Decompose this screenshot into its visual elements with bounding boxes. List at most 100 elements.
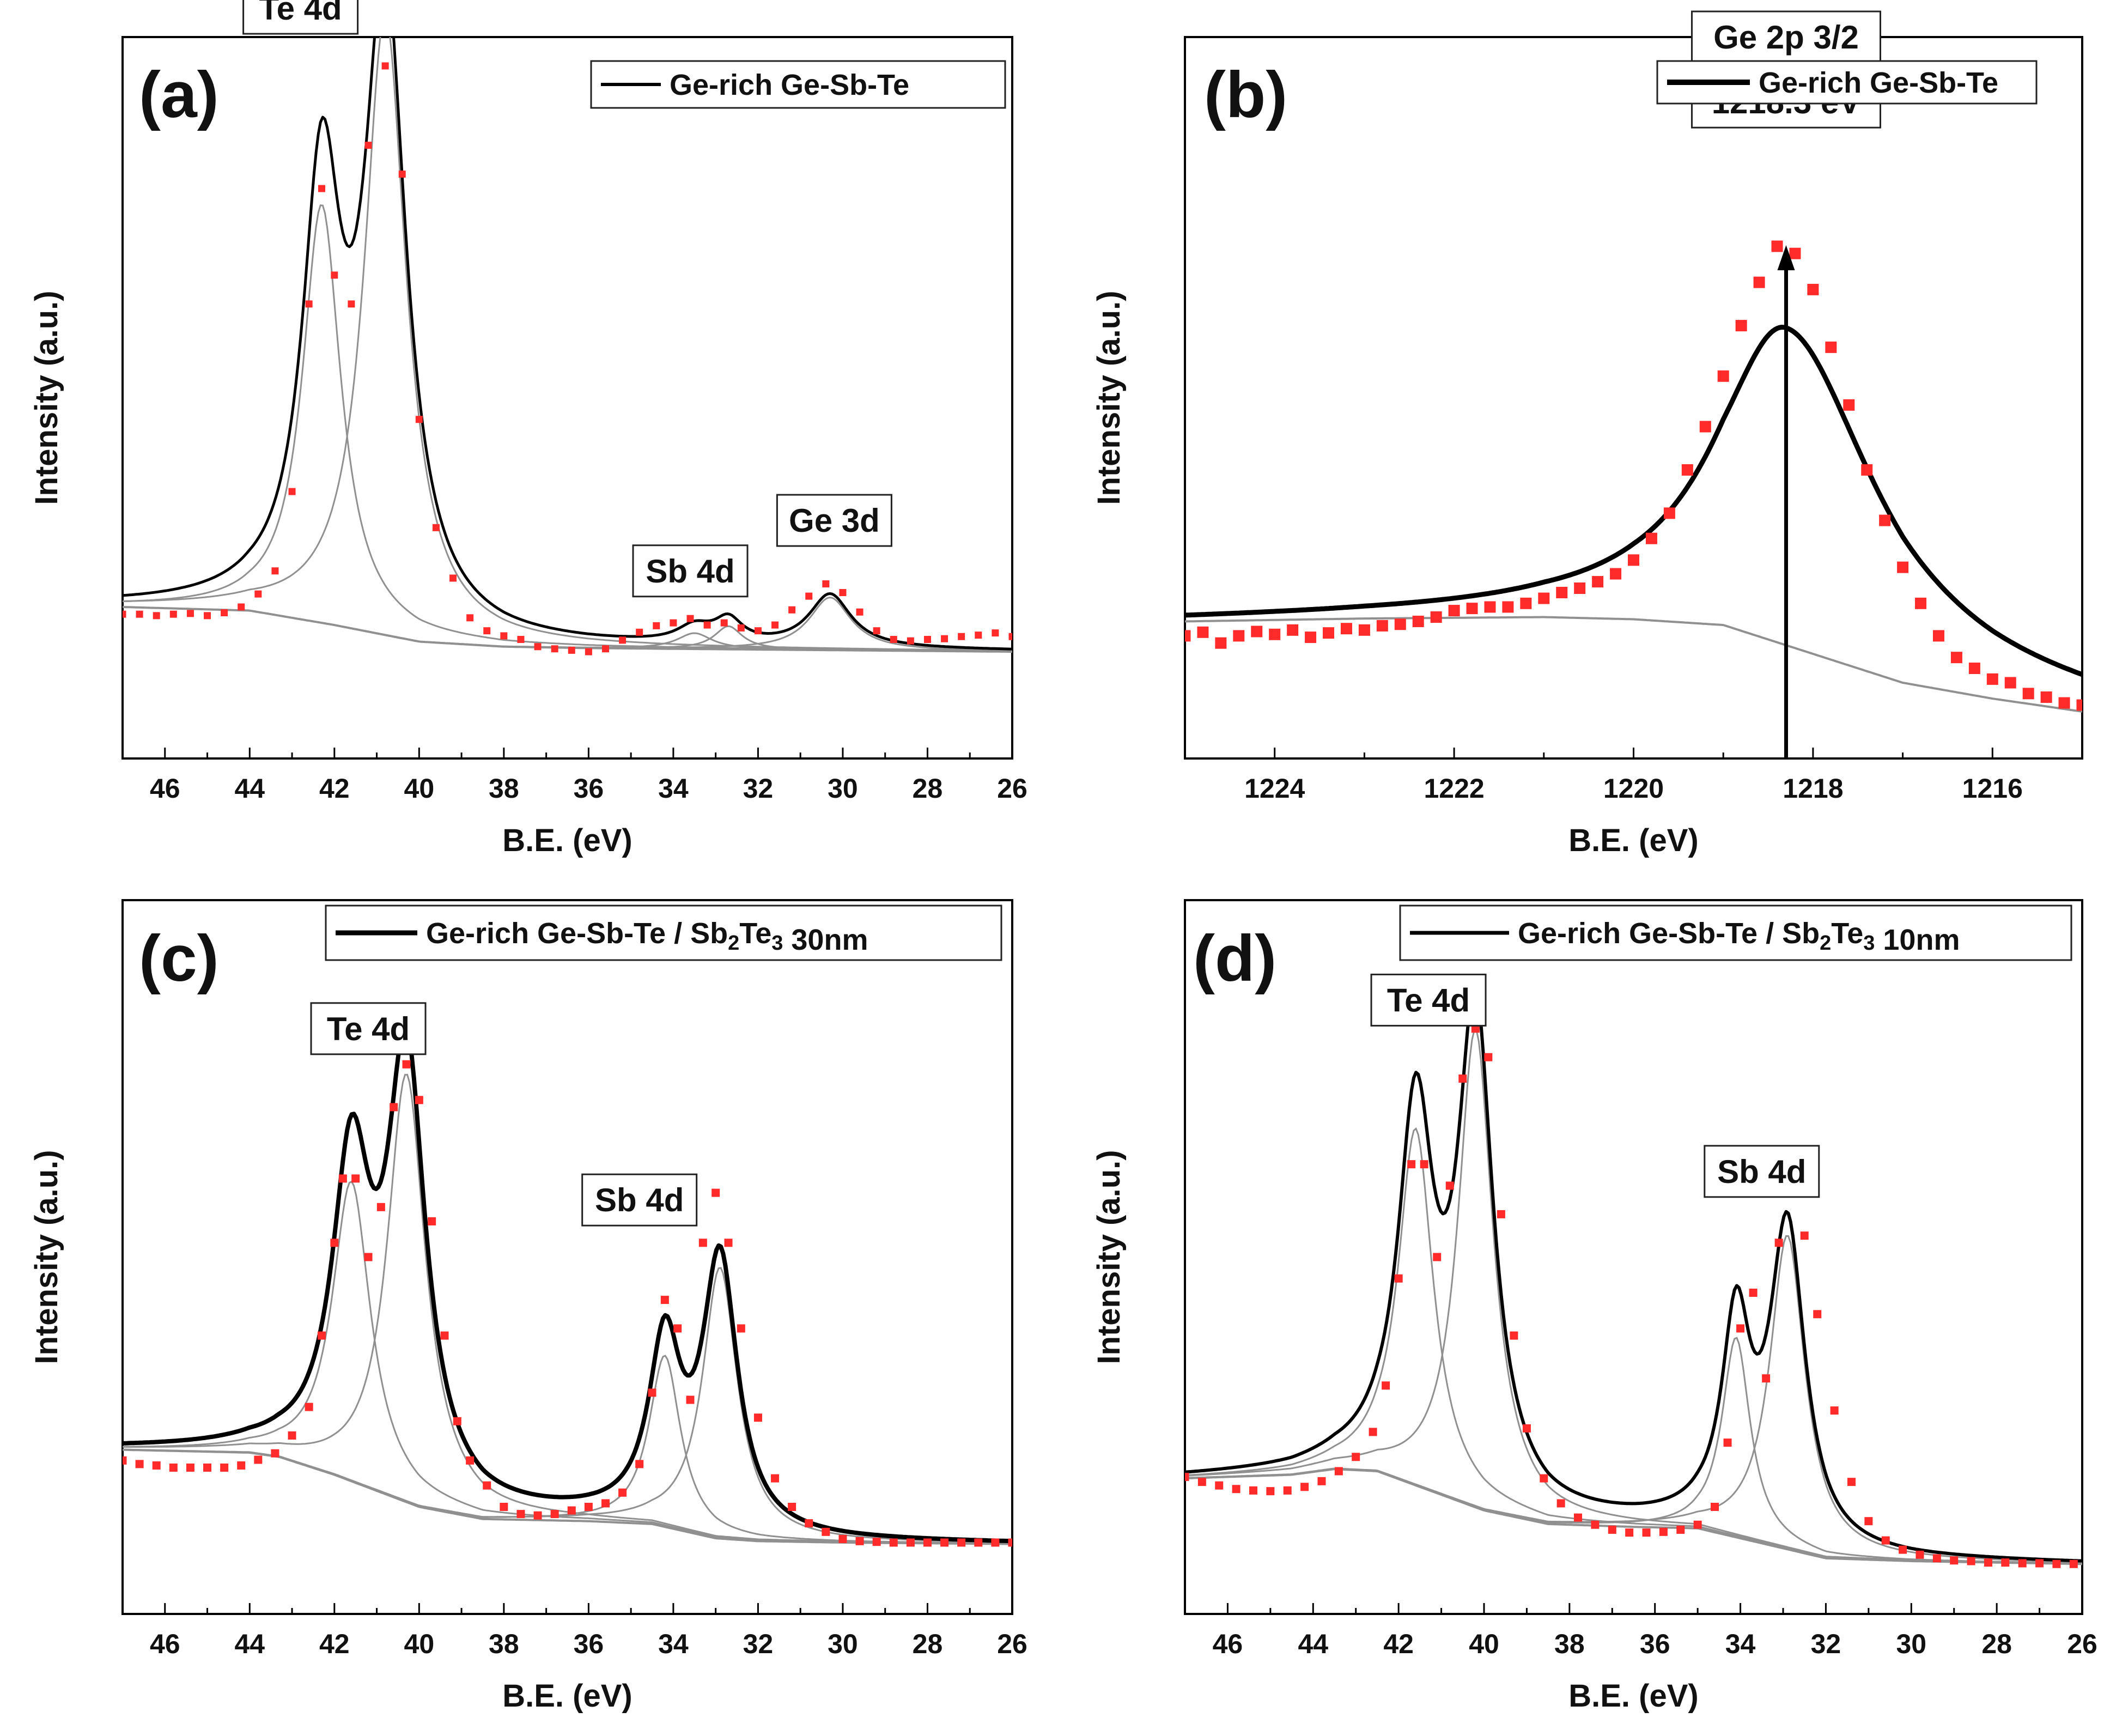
data-point bbox=[619, 636, 627, 644]
data-point bbox=[381, 62, 389, 70]
data-point bbox=[1749, 1289, 1758, 1297]
data-point bbox=[483, 1481, 491, 1490]
data-point bbox=[1458, 1075, 1467, 1083]
x-axis-title: B.E. (eV) bbox=[1568, 1678, 1699, 1714]
annotation-box bbox=[1704, 1145, 1820, 1198]
y-axis-title: Intensity (a.u.) bbox=[29, 1150, 64, 1364]
x-tick-label: 40 bbox=[1469, 1629, 1499, 1659]
data-point bbox=[889, 1538, 898, 1547]
annotation-label: Ge 3d bbox=[789, 502, 880, 539]
data-point bbox=[432, 524, 440, 531]
x-tick-label: 38 bbox=[489, 1629, 519, 1659]
data-point bbox=[2001, 1558, 2010, 1567]
data-point bbox=[1484, 601, 1496, 613]
x-tick-label: 38 bbox=[489, 773, 519, 804]
data-point bbox=[872, 1538, 881, 1546]
data-point bbox=[2040, 691, 2052, 703]
panel-d: 46 44 42 40 38 36 34 32 30 28 26 B.E. (eV) Intensity… bbox=[1091, 899, 2097, 1714]
data-point bbox=[169, 610, 177, 618]
data-point bbox=[338, 1174, 347, 1183]
plot-area bbox=[1185, 984, 2082, 1568]
data-point bbox=[550, 1510, 559, 1519]
x-tick-label: 26 bbox=[2067, 1629, 2097, 1659]
data-point bbox=[551, 645, 558, 653]
x-tick-label: 30 bbox=[828, 1629, 858, 1659]
component-peak-1 bbox=[123, 204, 1012, 652]
data-point bbox=[1394, 1274, 1403, 1283]
legend-label: Ge-rich Ge-Sb-Te bbox=[1759, 66, 1998, 99]
data-point bbox=[318, 185, 325, 192]
data-point bbox=[1412, 615, 1424, 627]
data-point bbox=[636, 628, 643, 636]
x-tick-label: 1224 bbox=[1244, 773, 1305, 804]
x-axis-title: B.E. (eV) bbox=[502, 1678, 633, 1714]
data-point bbox=[670, 619, 677, 627]
component-peak-1 bbox=[123, 1180, 1012, 1545]
data-point bbox=[856, 608, 864, 616]
x-tick-label: 32 bbox=[1811, 1629, 1841, 1659]
x-tick-label: 28 bbox=[1981, 1629, 2012, 1659]
data-point bbox=[1197, 1478, 1206, 1486]
annotation-label: Sb 4d bbox=[646, 553, 734, 590]
data-point bbox=[1538, 592, 1550, 604]
data-point bbox=[686, 615, 694, 622]
fit-envelope bbox=[1185, 984, 2082, 1563]
y-axis-title: Intensity (a.u.) bbox=[1091, 1150, 1127, 1364]
data-point bbox=[533, 1511, 542, 1520]
data-point bbox=[221, 609, 228, 617]
x-tick-label: 34 bbox=[1725, 1629, 1756, 1659]
data-point bbox=[923, 1538, 932, 1547]
data-point bbox=[1771, 240, 1783, 252]
annotation-label: Te 4d bbox=[1387, 982, 1470, 1018]
data-point bbox=[958, 633, 965, 640]
data-point bbox=[500, 632, 508, 640]
data-point bbox=[660, 1296, 669, 1304]
data-point bbox=[957, 1538, 966, 1547]
data-point bbox=[415, 416, 423, 423]
fit-envelope bbox=[123, 1023, 1012, 1544]
x-tick-label: 28 bbox=[913, 1629, 943, 1659]
data-point bbox=[839, 588, 847, 596]
x-tick-label: 42 bbox=[319, 773, 350, 804]
x-tick-label: 44 bbox=[234, 1629, 265, 1659]
data-point bbox=[1717, 370, 1729, 382]
data-point bbox=[1864, 1517, 1873, 1526]
data-point bbox=[906, 1538, 915, 1547]
data-point bbox=[2018, 1559, 2027, 1568]
data-point bbox=[1830, 1406, 1839, 1415]
data-point bbox=[1185, 630, 1191, 642]
data-point bbox=[1916, 1550, 1924, 1559]
component-peak-2 bbox=[123, 1073, 1012, 1544]
panel-tag: (c) bbox=[139, 922, 219, 995]
data-point bbox=[567, 1506, 576, 1515]
x-tick-label: 1222 bbox=[1424, 773, 1484, 804]
data-point bbox=[992, 629, 999, 637]
data-point bbox=[1433, 1253, 1442, 1261]
x-tick-label: 36 bbox=[574, 1629, 604, 1659]
data-point bbox=[1610, 568, 1622, 580]
component-peak-5 bbox=[123, 597, 1012, 652]
data-point bbox=[703, 621, 711, 629]
x-tick-label: 1216 bbox=[1962, 773, 2023, 804]
data-point bbox=[754, 627, 762, 635]
legend-box bbox=[1399, 905, 2072, 961]
data-point bbox=[1986, 673, 1998, 685]
data-point bbox=[1266, 1487, 1275, 1496]
annotation-label: Sb 4d bbox=[1717, 1154, 1806, 1190]
data-point bbox=[402, 1060, 411, 1069]
data-point bbox=[1407, 1160, 1416, 1169]
data-point bbox=[1352, 1453, 1360, 1461]
component-peak-4 bbox=[1185, 1235, 2082, 1563]
data-point bbox=[220, 1463, 229, 1472]
data-point bbox=[1897, 561, 1909, 573]
data-point bbox=[1699, 421, 1711, 433]
x-tick-label: 36 bbox=[1640, 1629, 1670, 1659]
x-tick-label: 46 bbox=[150, 773, 180, 804]
data-point bbox=[1300, 1483, 1309, 1491]
data-point bbox=[737, 624, 745, 632]
data-point bbox=[1984, 1558, 1992, 1567]
data-point bbox=[2052, 1559, 2061, 1568]
data-point bbox=[1881, 1536, 1890, 1545]
data-point bbox=[1540, 1474, 1548, 1483]
data-point bbox=[974, 1538, 983, 1547]
